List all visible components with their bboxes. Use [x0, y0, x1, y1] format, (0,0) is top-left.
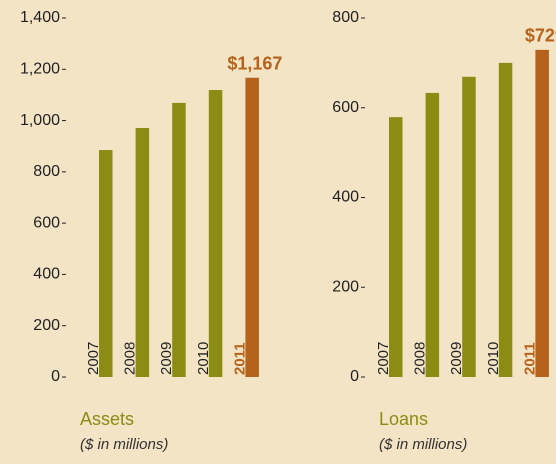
x-tick-label: 2009 [448, 342, 465, 375]
y-tick-label: 0 [51, 368, 60, 385]
x-tick-label: 2010 [485, 342, 502, 375]
chart-title: Assets [80, 409, 134, 429]
bar [99, 150, 113, 377]
bar [208, 90, 223, 377]
bar [535, 49, 549, 378]
bar [135, 128, 150, 377]
bar [462, 76, 476, 377]
x-tick-label: 2009 [158, 342, 175, 375]
bar [389, 117, 403, 377]
y-tick-label: 0 [350, 368, 359, 385]
x-tick-label: 2008 [412, 342, 429, 375]
y-tick-label: 200 [33, 317, 60, 334]
x-tick-label: 2011 [521, 342, 538, 375]
y-tick-label: 800 [33, 163, 60, 180]
chart-subtitle: ($ in millions) [379, 436, 467, 453]
chart-subtitle: ($ in millions) [80, 436, 168, 453]
chart-title: Loans [379, 409, 428, 429]
value-label: $729 [525, 26, 556, 46]
bar [245, 77, 259, 377]
y-tick-label: 600 [33, 214, 60, 231]
y-tick-label: 1,000 [20, 112, 60, 129]
y-tick-label: 400 [33, 266, 60, 283]
y-tick-label: 800 [332, 9, 359, 26]
y-tick-label: 200 [332, 278, 359, 295]
bar [172, 102, 186, 377]
x-tick-label: 2010 [195, 342, 212, 375]
x-tick-label: 2008 [122, 342, 139, 375]
bar [498, 62, 513, 377]
x-tick-label: 2007 [85, 342, 102, 375]
y-tick-label: 1,400 [20, 9, 60, 26]
x-tick-label: 2007 [375, 342, 392, 375]
value-label: $1,167 [227, 53, 282, 73]
x-tick-label: 2011 [231, 342, 248, 375]
y-tick-label: 600 [332, 99, 359, 116]
y-tick-label: 1,200 [20, 61, 60, 78]
y-tick-label: 400 [332, 189, 359, 206]
bar [425, 92, 440, 377]
